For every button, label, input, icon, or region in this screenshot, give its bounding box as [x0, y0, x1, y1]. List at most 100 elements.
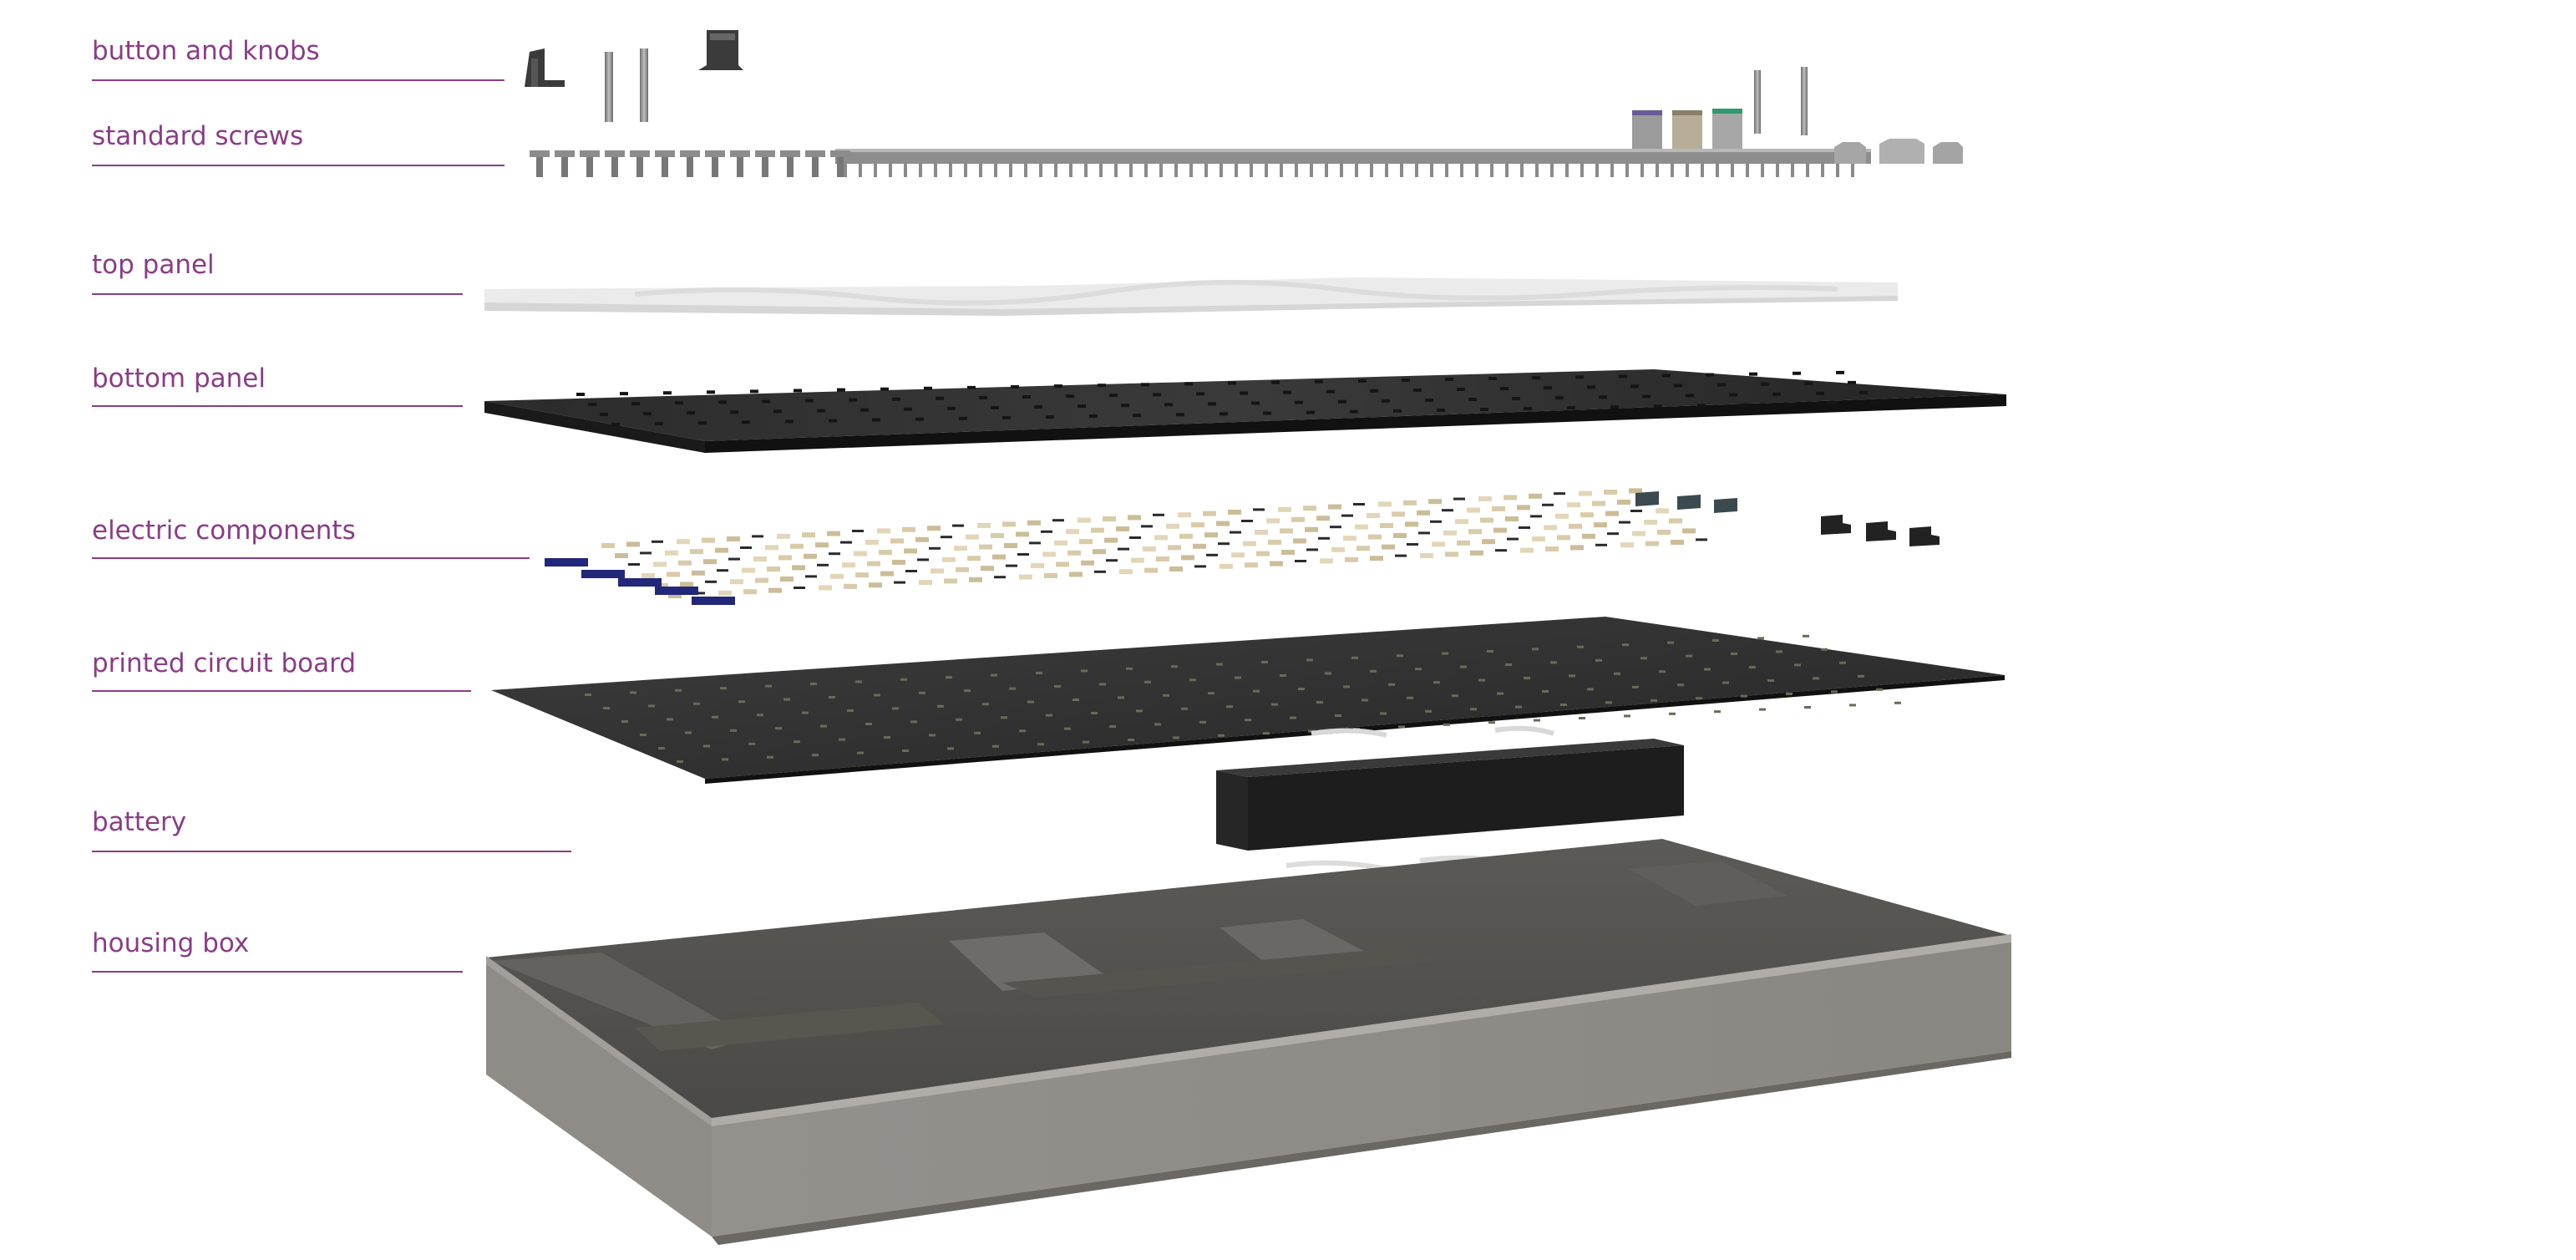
electric-component: [1179, 533, 1193, 539]
pcb-pad: [802, 711, 809, 714]
electric-component: [1629, 488, 1642, 494]
pcb-pad: [677, 760, 683, 763]
pcb-pad: [865, 723, 872, 725]
electric-component: [1104, 537, 1118, 543]
electric-component: [1079, 539, 1093, 545]
electric-component: [1382, 544, 1395, 550]
electric-component: [1253, 508, 1265, 511]
panel-hole: [1402, 378, 1410, 382]
electric-component: [1191, 522, 1204, 528]
electric-component: [1530, 515, 1542, 518]
pcb-pad: [1425, 709, 1432, 713]
screw-shank: [611, 157, 618, 177]
pcb-pad: [1786, 693, 1793, 695]
panel-hole: [1828, 401, 1836, 405]
pcb-pad: [902, 749, 909, 752]
panel-hole: [1772, 392, 1781, 396]
panel-hole: [1630, 384, 1639, 389]
screw-head: [630, 150, 650, 157]
pcb-pad: [1831, 690, 1838, 694]
pcb-pad: [1036, 672, 1042, 674]
screw-shank: [1204, 164, 1208, 177]
electric-component: [1380, 523, 1393, 528]
screw-shank: [1656, 164, 1659, 177]
electric-component: [1305, 526, 1318, 532]
panel-hole: [1686, 394, 1694, 398]
screw-shank: [1836, 164, 1839, 177]
label-electric-components: electric components: [92, 516, 356, 546]
screw-shank: [1821, 164, 1824, 177]
screw-shank: [1159, 164, 1163, 177]
electric-component: [1468, 529, 1482, 535]
electric-component: [977, 523, 991, 528]
electric-component: [1493, 527, 1507, 533]
electric-component: [1154, 535, 1168, 541]
electric-component: [767, 566, 780, 572]
screw-shank: [812, 157, 819, 177]
panel-hole: [924, 386, 932, 390]
electric-component: [1367, 513, 1380, 518]
electric-component: [1206, 553, 1218, 556]
standoff: [1712, 109, 1742, 149]
electric-component: [1455, 519, 1468, 525]
screw-shank: [1761, 164, 1764, 177]
pcb-pad: [1226, 705, 1233, 709]
electric-component: [1392, 511, 1405, 517]
electric-component: [1393, 533, 1407, 538]
pcb-pad: [1144, 680, 1151, 683]
panel-hole: [1413, 388, 1422, 392]
electric-component: [867, 561, 880, 566]
pcb-pad: [1667, 641, 1674, 644]
panel-hole: [829, 419, 837, 423]
pcb-pad: [1091, 712, 1098, 714]
panel-hole: [1089, 414, 1098, 419]
electric-component: [1193, 543, 1206, 549]
screw-shank: [1129, 164, 1133, 177]
electric-component: [929, 546, 941, 550]
pcb-pad: [1199, 720, 1206, 724]
electric-component: [1604, 490, 1617, 495]
panel-hole: [631, 402, 640, 406]
pcb-pad: [1173, 736, 1179, 739]
electric-component: [956, 566, 969, 572]
electric-component: [702, 537, 715, 543]
blue-module: [655, 587, 698, 595]
electric-component: [804, 553, 817, 559]
screw-head: [580, 150, 600, 157]
electric-component: [742, 567, 755, 573]
screw-shank: [1280, 164, 1283, 177]
housing-floor: [486, 839, 2011, 1120]
panel-hole: [1555, 396, 1564, 400]
pcb-pad: [1497, 692, 1504, 695]
pcb-pad: [648, 704, 655, 708]
panel-hole: [655, 422, 663, 426]
electric-component: [1017, 553, 1029, 556]
screw-rail-highlight: [835, 149, 1871, 152]
electric-component: [1617, 500, 1630, 505]
electric-component: [1407, 543, 1418, 546]
screw-shank: [1686, 164, 1689, 177]
electric-component: [1370, 556, 1383, 561]
pcb-pad: [1714, 710, 1721, 714]
electric-component: [1557, 535, 1570, 541]
electric-component: [902, 526, 915, 532]
pcb-pad: [1587, 688, 1594, 691]
electric-component: [1293, 538, 1306, 544]
panel-hole: [1512, 397, 1520, 401]
electric-component: [981, 566, 994, 572]
electric-component: [994, 576, 1006, 579]
pcb-pad: [919, 691, 925, 694]
electric-component: [1579, 490, 1592, 496]
pcb-pad: [1741, 694, 1747, 698]
electric-component: [992, 554, 1006, 560]
pcb-pad: [794, 740, 800, 744]
screw-shank: [1625, 164, 1629, 177]
pcb-pad: [1351, 656, 1358, 659]
pcb-pad: [1407, 696, 1413, 699]
electric-component: [1128, 515, 1141, 521]
buttons-and-knobs-part: [525, 30, 1808, 135]
panel-hole: [1251, 401, 1260, 405]
panel-hole: [750, 389, 758, 394]
label-printed-circuit-board: printed circuit board: [92, 648, 356, 678]
pcb-pad: [1009, 687, 1016, 690]
